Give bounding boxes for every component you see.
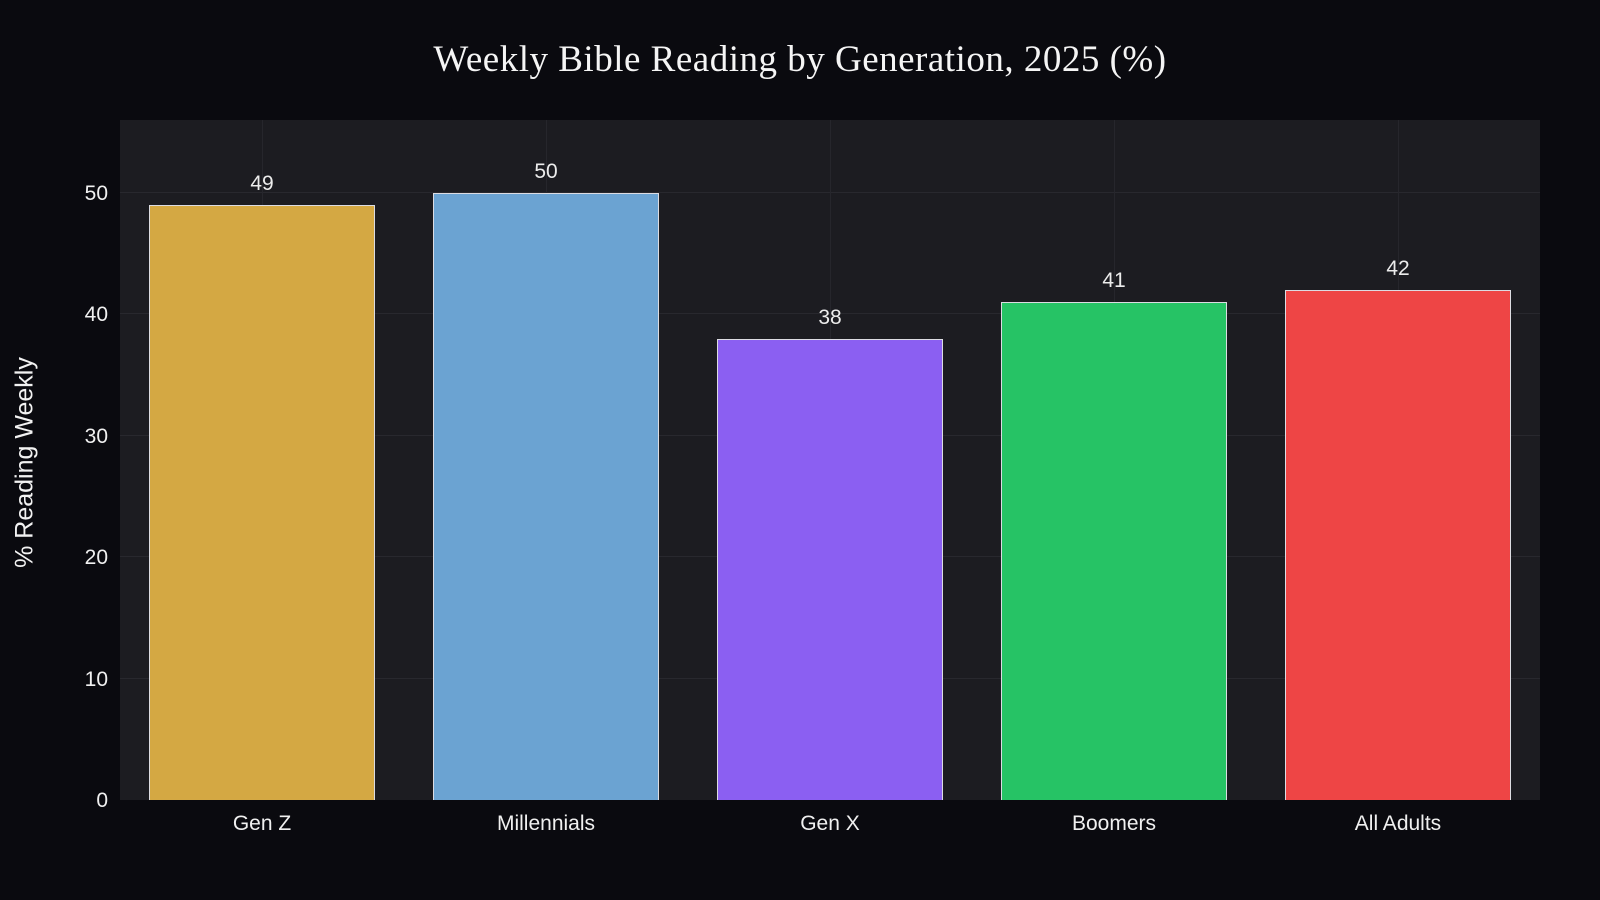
y-tick-label-50: 50 bbox=[84, 181, 108, 205]
bar-value-label-1: 50 bbox=[534, 159, 558, 183]
x-tick-label-1: Millennials bbox=[496, 812, 596, 835]
bar-all-adults bbox=[1285, 290, 1511, 800]
y-tick-label-10: 10 bbox=[84, 667, 108, 691]
x-tick-label-4: All Adults bbox=[1354, 812, 1442, 835]
bar-value-label-0: 49 bbox=[250, 172, 274, 195]
bar-gen-x bbox=[717, 338, 943, 800]
chart-title: Weekly Bible Reading by Generation, 2025… bbox=[433, 39, 1167, 80]
y-tick-label-0: 0 bbox=[96, 789, 108, 812]
bar-boomers bbox=[1001, 302, 1227, 800]
x-tick-label-3: Boomers bbox=[1071, 812, 1157, 835]
y-tick-label-40: 40 bbox=[84, 303, 108, 327]
bar-value-label-3: 41 bbox=[1102, 269, 1126, 293]
x-tick-label-0: Gen Z bbox=[232, 812, 292, 835]
bar-value-label-2: 38 bbox=[818, 305, 842, 329]
x-tick-label-2: Gen X bbox=[800, 812, 860, 835]
bar-value-label-4: 42 bbox=[1386, 257, 1410, 280]
plot-area bbox=[120, 120, 1540, 800]
y-tick-label-30: 30 bbox=[84, 424, 108, 448]
bar-millennials bbox=[433, 192, 659, 800]
bar-gen-z bbox=[149, 205, 375, 800]
y-tick-label-20: 20 bbox=[84, 546, 108, 570]
y-axis-title: % Reading Weekly bbox=[10, 357, 39, 568]
